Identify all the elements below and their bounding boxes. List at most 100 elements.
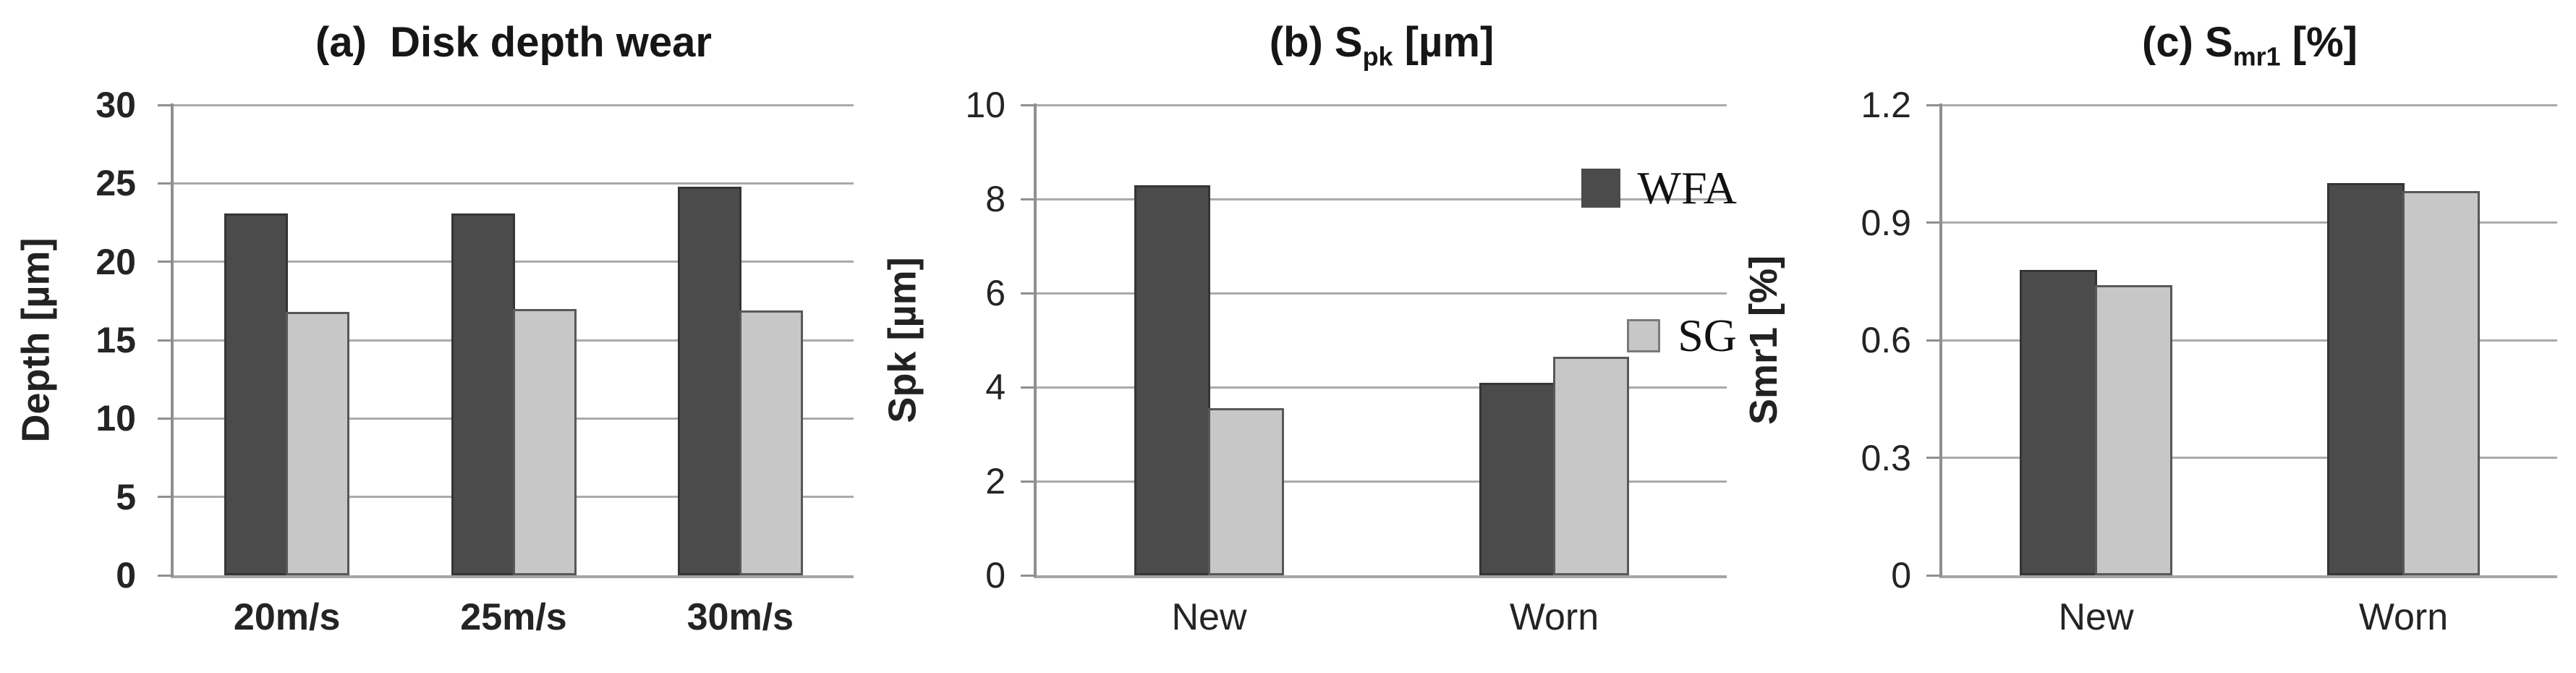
chart-panel-b: (b) Spk [µm] Spk [µm] New Worn WFA SG 0 2 4 6 8… [861, 0, 1737, 673]
y-tick-label-25: 25 [95, 163, 136, 204]
y-tick-label-0-6: 0.6 [1861, 320, 1911, 360]
y-tick-label-30: 30 [95, 85, 136, 125]
y-tick-label-0-9: 0.9 [1861, 202, 1911, 243]
legend-label-sg: SG [1678, 310, 1737, 361]
chart-c-plot-area: New Worn [1926, 103, 2557, 638]
bar-wfa-worn [2327, 183, 2405, 575]
legend-swatch-sg [1627, 319, 1661, 352]
bar-group-20m-s [224, 213, 350, 575]
y-tick-mark-0-6 [1926, 339, 1942, 342]
legend-item-wfa: WFA [1581, 161, 1737, 215]
y-gridline-8 [1037, 198, 1727, 200]
y-tick-mark-0 [158, 574, 174, 577]
bar-sg-worn [1553, 356, 1629, 575]
y-gridline-0-9 [1942, 221, 2557, 224]
bar-wfa-25m-s [451, 213, 515, 575]
x-category-label-25m-s: 25m/s [460, 596, 567, 638]
legend-label-wfa: WFA [1637, 162, 1737, 213]
y-tick-mark-10 [158, 417, 174, 420]
bar-sg-25m-s [512, 308, 577, 575]
bar-wfa-new [2020, 269, 2097, 575]
y-tick-mark-4 [1021, 386, 1037, 389]
y-tick-mark-1-2 [1926, 103, 1942, 106]
y-gridline-30 [174, 103, 854, 106]
bar-group-new [2020, 269, 2172, 575]
x-category-label-worn: Worn [1509, 596, 1599, 638]
chart-c-title: (c) Smr1 [%] [1942, 10, 2557, 75]
x-category-label-new: New [2058, 596, 2134, 638]
y-gridline-0-3 [1942, 457, 2557, 459]
y-gridline-0-6 [1942, 339, 2557, 342]
chart-panel-a: (a) Disk depth wear Depth [µm] 20m/s 25m/… [0, 0, 861, 673]
y-gridline-25 [174, 182, 854, 185]
y-tick-label-20: 20 [95, 241, 136, 282]
y-tick-mark-20 [158, 261, 174, 263]
y-tick-mark-15 [158, 339, 174, 342]
y-tick-mark-6 [1021, 292, 1037, 295]
chart-b-title-segment-2: [µm] [1393, 19, 1495, 66]
y-tick-mark-10 [1021, 103, 1037, 106]
chart-c-title-segment-0: (c) S [2142, 19, 2233, 66]
legend-swatch-wfa [1581, 169, 1620, 208]
y-gridline-6 [1037, 292, 1727, 295]
y-tick-label-15: 15 [95, 320, 136, 360]
y-tick-label-0: 0 [985, 555, 1006, 596]
y-tick-mark-0-9 [1926, 221, 1942, 224]
chart-b-x-axis-line [1034, 575, 1727, 578]
bar-sg-new [2095, 285, 2172, 575]
y-tick-mark-0-3 [1926, 457, 1942, 459]
bar-group-new [1134, 185, 1284, 575]
chart-b-y-axis-line [1034, 103, 1037, 578]
y-tick-label-6: 6 [985, 273, 1006, 313]
chart-panel-c: (c) Smr1 [%] Smr1 [%] New Worn 0 0.3 0.6 0.9… [1729, 0, 2576, 673]
chart-b-title-segment-1: pk [1362, 41, 1393, 72]
chart-b-plot-area: New Worn WFA SG [1021, 103, 1737, 638]
bar-wfa-worn [1479, 382, 1555, 575]
bar-group-30m-s [677, 186, 803, 575]
y-tick-mark-30 [158, 103, 174, 106]
chart-a-title-segment-0: (a) Disk depth wear [315, 19, 712, 66]
y-tick-label-0: 0 [1891, 555, 1911, 596]
y-tick-label-10: 10 [965, 85, 1006, 125]
legend-item-sg: SG [1627, 309, 1737, 363]
chart-a-plot-area: 20m/s 25m/s 30m/s [158, 103, 854, 638]
y-gridline-1-2 [1942, 103, 2557, 106]
bar-sg-30m-s [739, 310, 803, 575]
y-tick-mark-0 [1021, 574, 1037, 577]
y-gridline-10 [1037, 103, 1727, 106]
y-tick-label-2: 2 [985, 461, 1006, 501]
bar-sg-new [1208, 408, 1284, 575]
y-tick-label-1-2: 1.2 [1861, 85, 1911, 125]
bar-group-25m-s [451, 213, 577, 575]
y-tick-mark-25 [158, 182, 174, 185]
y-tick-label-10: 10 [95, 398, 136, 439]
chart-c-title-segment-2: [%] [2280, 19, 2358, 66]
y-gridline-2 [1037, 480, 1727, 483]
bar-group-worn [2327, 183, 2480, 575]
y-tick-mark-0 [1926, 574, 1942, 577]
chart-b-title: (b) Spk [µm] [1037, 10, 1727, 75]
chart-b-y-axis-label-wrap: Spk [µm] [874, 105, 932, 575]
chart-c-title-segment-1: mr1 [2232, 41, 2281, 72]
y-tick-label-0: 0 [116, 555, 136, 596]
bar-wfa-new [1134, 185, 1210, 575]
bar-sg-20m-s [286, 312, 350, 575]
x-category-label-worn: Worn [2358, 596, 2449, 638]
y-tick-label-0-3: 0.3 [1861, 437, 1911, 478]
y-tick-label-4: 4 [985, 367, 1006, 407]
x-category-label-30m-s: 30m/s [686, 596, 794, 638]
chart-a-title: (a) Disk depth wear [174, 10, 854, 75]
y-tick-mark-2 [1021, 480, 1037, 483]
chart-b-title-segment-0: (b) S [1269, 19, 1363, 66]
chart-a-x-axis-line [171, 575, 854, 578]
y-tick-label-5: 5 [116, 476, 136, 517]
y-tick-mark-5 [158, 496, 174, 499]
chart-c-x-axis-line [1939, 575, 2557, 578]
bar-sg-worn [2402, 191, 2480, 575]
bar-wfa-30m-s [677, 186, 741, 575]
y-gridline-4 [1037, 386, 1727, 389]
y-tick-mark-8 [1021, 198, 1037, 200]
y-tick-label-8: 8 [985, 179, 1006, 219]
bar-group-worn [1479, 356, 1629, 575]
